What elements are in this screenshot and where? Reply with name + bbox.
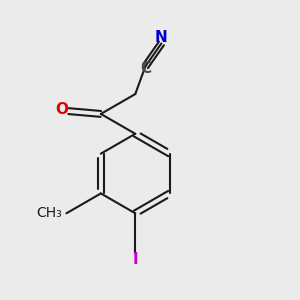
Text: CH₃: CH₃: [36, 206, 62, 220]
Text: N: N: [155, 30, 168, 45]
Text: I: I: [133, 252, 138, 267]
Text: C: C: [140, 61, 152, 76]
Text: O: O: [56, 102, 69, 117]
